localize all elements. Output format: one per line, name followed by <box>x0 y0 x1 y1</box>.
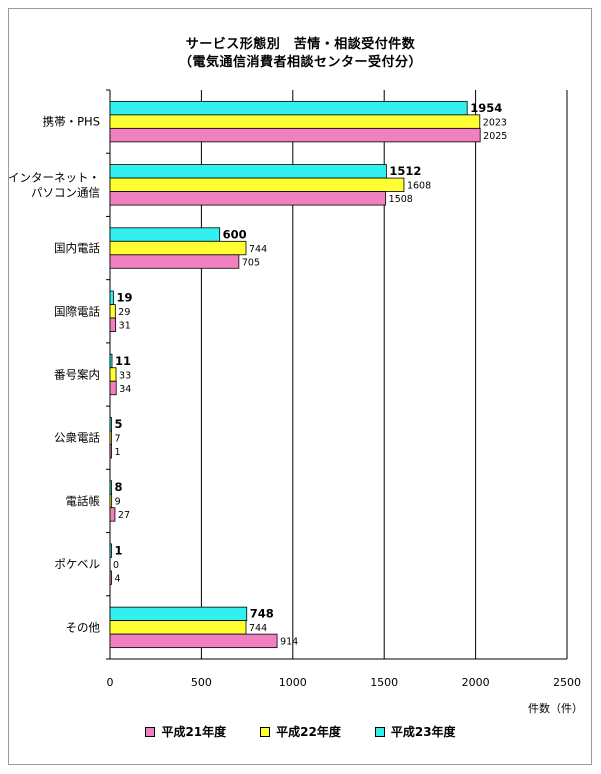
data-label: 1512 <box>389 164 421 178</box>
data-label: 29 <box>118 307 130 318</box>
bar <box>109 570 112 585</box>
bar <box>109 290 114 305</box>
legend: 平成21年度 平成22年度 平成23年度 <box>0 723 601 740</box>
bar <box>109 543 112 558</box>
x-tick-label: 500 <box>191 676 212 689</box>
data-label: 1954 <box>470 101 502 115</box>
data-label: 19 <box>116 291 132 305</box>
category-label: 国際電話 <box>54 304 100 318</box>
bar <box>109 353 113 369</box>
legend-swatch <box>145 726 156 737</box>
data-label: 748 <box>250 607 274 621</box>
category-label: 電話帳 <box>66 494 101 508</box>
x-tick-label: 1000 <box>279 676 307 689</box>
data-label: 33 <box>119 370 131 381</box>
x-tick-label: 1500 <box>370 676 398 689</box>
x-tick-label: 0 <box>107 676 114 689</box>
x-tick-label: 2000 <box>462 676 490 689</box>
bar <box>109 254 240 269</box>
data-label: 1608 <box>407 181 431 192</box>
data-label: 914 <box>280 637 298 648</box>
legend-swatch <box>260 726 271 737</box>
legend-item: 平成23年度 <box>374 723 456 740</box>
data-label: 5 <box>115 417 123 431</box>
legend-label: 平成21年度 <box>161 725 227 739</box>
bar <box>109 493 113 509</box>
data-label: 9 <box>115 497 121 508</box>
bar <box>109 444 112 459</box>
legend-label: 平成22年度 <box>276 725 341 739</box>
data-label: 600 <box>223 227 247 241</box>
legend-swatch <box>374 726 385 737</box>
category-label: パソコン通信 <box>31 185 100 199</box>
data-label: 4 <box>115 573 121 584</box>
data-label: 7 <box>115 433 121 444</box>
data-label: 2023 <box>483 117 507 128</box>
data-label: 1 <box>115 543 123 557</box>
bar <box>109 100 468 116</box>
data-label: 744 <box>249 623 267 634</box>
legend-label: 平成23年度 <box>390 725 456 739</box>
chart-frame <box>8 8 592 765</box>
bar <box>109 633 278 649</box>
bar <box>109 620 247 635</box>
data-label: 705 <box>242 257 260 268</box>
bar <box>109 227 221 242</box>
chart-title: サービス形態別 苦情・相談受付件数 <box>185 37 416 52</box>
data-label: 1 <box>115 447 121 458</box>
bar <box>109 114 481 129</box>
bar <box>109 317 117 332</box>
category-label: ポケベル <box>54 557 100 571</box>
legend-item: 平成22年度 <box>260 723 341 740</box>
data-label: 0 <box>113 560 119 571</box>
data-label: 1508 <box>389 194 413 205</box>
bar <box>109 164 387 179</box>
category-label: 国内電話 <box>54 241 100 255</box>
category-label: インターネット・ <box>8 170 100 184</box>
category-label: 公衆電話 <box>54 431 100 445</box>
bar <box>109 367 117 382</box>
bar <box>109 380 117 396</box>
bar <box>109 177 405 192</box>
data-label: 2025 <box>483 131 507 142</box>
bar <box>109 430 112 445</box>
data-label: 8 <box>115 480 123 494</box>
chart-subtitle: （電気通信消費者相談センター受付分） <box>178 55 422 70</box>
legend-item: 平成21年度 <box>145 723 226 740</box>
bar <box>109 606 248 622</box>
data-label: 31 <box>119 321 131 332</box>
category-label: 携帯・PHS <box>43 115 100 129</box>
bar <box>109 480 112 495</box>
bar <box>109 417 112 432</box>
category-label: その他 <box>66 620 101 634</box>
bar <box>109 304 116 319</box>
x-axis-label: 件数（件） <box>528 702 583 715</box>
x-tick-label: 2500 <box>553 676 581 689</box>
data-label: 744 <box>249 244 267 255</box>
bar <box>109 127 481 143</box>
data-label: 11 <box>115 354 131 368</box>
bar <box>109 240 247 256</box>
bar <box>109 191 387 206</box>
data-label: 27 <box>118 510 130 521</box>
bar <box>109 507 116 522</box>
data-label: 34 <box>119 384 131 395</box>
category-label: 番号案内 <box>54 368 100 382</box>
